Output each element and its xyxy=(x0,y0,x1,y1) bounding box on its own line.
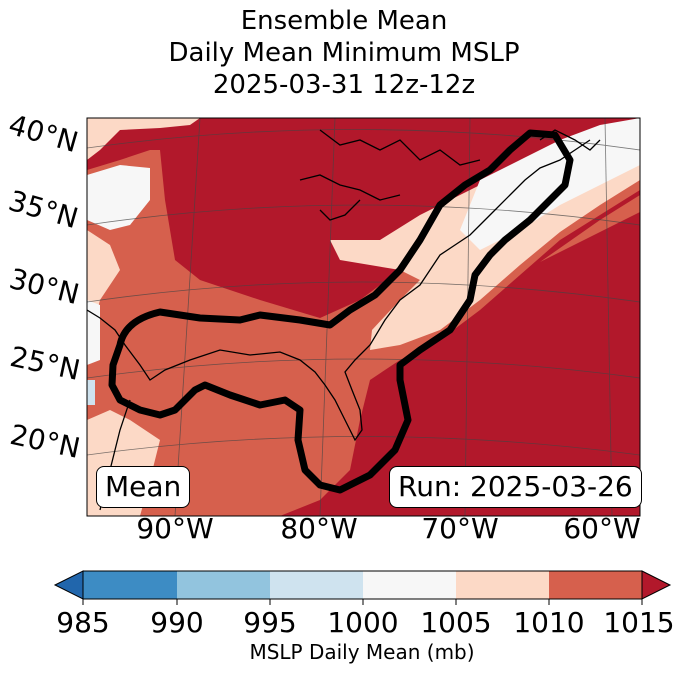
title-line-2: Daily Mean Minimum MSLP xyxy=(168,38,520,68)
colorbar-seg-1000-1005 xyxy=(363,571,456,599)
colorbar-seg-1005-1010 xyxy=(456,571,549,599)
colorbar xyxy=(53,570,672,605)
field-1000-1005-w xyxy=(87,300,100,365)
mean-label-box: Mean xyxy=(96,466,191,508)
coastline xyxy=(87,129,601,511)
colorbar-seg-985-990 xyxy=(83,571,177,599)
title-line-3: 2025-03-31 12z-12z xyxy=(212,70,476,100)
lon-label-60w: 60°W xyxy=(563,512,641,545)
lon-label-70w: 70°W xyxy=(421,512,499,545)
colorbar-ticks xyxy=(82,599,643,605)
field-995-1000 xyxy=(87,380,95,405)
field-1010-1015-east xyxy=(540,195,640,262)
field-1005-1010 xyxy=(87,118,200,160)
colorbar-tick-1005: 1005 xyxy=(420,606,492,639)
lon-label-90w: 90°W xyxy=(136,512,214,545)
colorbar-extend-high xyxy=(641,570,672,600)
field-1000-1005 xyxy=(87,165,150,230)
colorbar-seg-1010-1015 xyxy=(549,571,642,599)
colorbar-tick-1015: 1015 xyxy=(603,606,675,639)
colorbar-tick-985: 985 xyxy=(56,606,110,639)
title-line-1: Ensemble Mean xyxy=(240,6,448,36)
field-1000-1005-ne xyxy=(460,118,640,250)
colorbar-extend-low xyxy=(53,570,84,600)
colorbar-seg-990-995 xyxy=(177,571,270,599)
mslp-field xyxy=(87,118,640,516)
lon-label-80w: 80°W xyxy=(280,512,358,545)
map-frame xyxy=(86,117,641,517)
probability-contour xyxy=(108,129,574,494)
colorbar-tick-1000: 1000 xyxy=(327,606,399,639)
colorbar-tick-995: 995 xyxy=(243,606,297,639)
colorbar-tick-990: 990 xyxy=(150,606,204,639)
run-date-box: Run: 2025-03-26 xyxy=(389,466,642,508)
colorbar-label: MSLP Daily Mean (mb) xyxy=(249,640,475,664)
graticule xyxy=(87,118,640,516)
colorbar-tick-1010: 1010 xyxy=(513,606,585,639)
colorbar-seg-995-1000 xyxy=(270,571,363,599)
